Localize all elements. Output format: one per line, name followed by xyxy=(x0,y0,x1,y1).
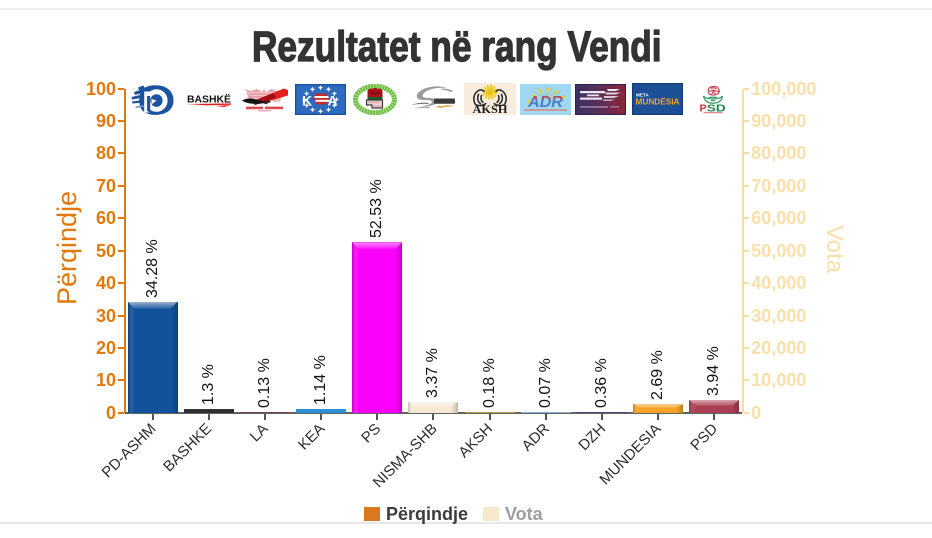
svg-text:SD: SD xyxy=(707,103,727,115)
svg-text:K: K xyxy=(302,93,312,109)
svg-text:META: META xyxy=(636,93,649,98)
svg-text:ADR: ADR xyxy=(527,94,563,111)
svg-text:AKSH: AKSH xyxy=(473,104,508,115)
svg-text:P: P xyxy=(700,103,707,115)
svg-text:A: A xyxy=(328,93,338,109)
svg-text:MUNDËSIA: MUNDËSIA xyxy=(636,97,680,107)
svg-text:ADR: ADR xyxy=(527,94,563,111)
svg-text:BASHKË: BASHKË xyxy=(187,93,231,106)
